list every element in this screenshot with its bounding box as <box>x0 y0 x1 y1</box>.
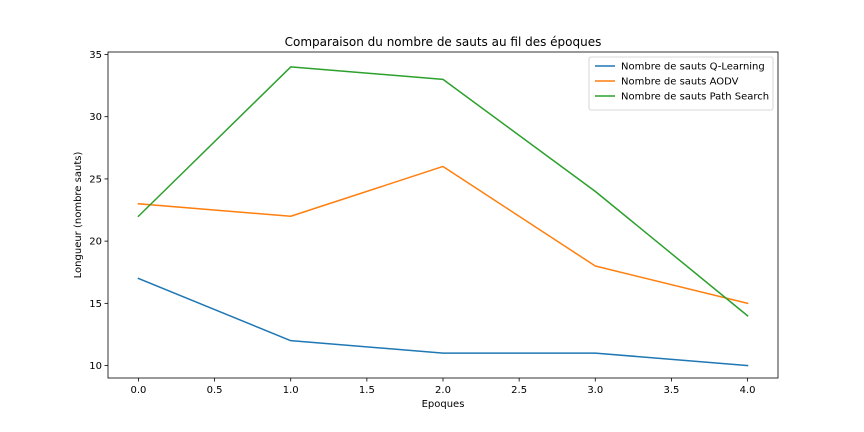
x-tick-label: 0.5 <box>207 385 223 396</box>
y-tick-label: 25 <box>89 174 102 185</box>
series-line-0 <box>137 277 749 367</box>
plot-area: 0.0 0.5 1.0 1.5 2.0 2.5 3.0 3.5 4.0 10 15 20 25 30 35 N… <box>89 50 779 396</box>
legend-box <box>588 56 774 111</box>
x-tick-label: 1.0 <box>283 385 299 396</box>
y-tick-label: 20 <box>89 237 102 248</box>
y-tick-label: 15 <box>89 299 102 310</box>
x-tick-label: 3.0 <box>587 385 603 396</box>
chart-title: Comparaison du nombre de sauts au fil de… <box>285 35 602 49</box>
legend-label: Nombre de sauts AODV <box>621 77 739 88</box>
series-line-1 <box>137 165 749 305</box>
y-tick-label: 10 <box>89 361 102 372</box>
x-tick-label: 2.0 <box>435 385 451 396</box>
x-tick-label: 0.0 <box>131 385 147 396</box>
legend-label: Nombre de sauts Path Search <box>621 92 769 103</box>
legend-label: Nombre de sauts Q-Learning <box>621 62 765 73</box>
legend: Nombre de sauts Q-Learning Nombre de saut… <box>588 56 774 111</box>
x-tick-label: 4.0 <box>740 385 756 396</box>
y-tick-label: 30 <box>89 112 102 123</box>
x-axis-label: Epoques <box>422 399 465 410</box>
y-axis-label: Longueur (nombre sauts) <box>73 152 84 279</box>
y-tick-label: 35 <box>89 50 102 61</box>
x-tick-label: 1.5 <box>359 385 375 396</box>
x-tick-label: 2.5 <box>511 385 527 396</box>
series-line-2 <box>137 66 749 317</box>
x-tick-label: 3.5 <box>663 385 679 396</box>
